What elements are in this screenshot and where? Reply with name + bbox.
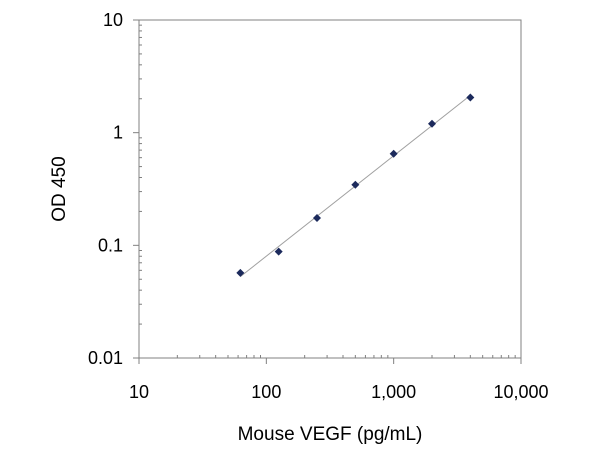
x-tick-label: 100: [251, 382, 281, 402]
data-point-marker: [351, 180, 360, 189]
data-point-marker: [389, 149, 398, 158]
major-ticks: [133, 19, 522, 364]
y-tick-label: 10: [103, 10, 123, 30]
y-axis-label: OD 450: [49, 156, 70, 221]
data-point-marker: [313, 213, 322, 222]
y-tick-label: 0.01: [88, 348, 123, 368]
minor-ticks: [139, 24, 516, 358]
plot-area-frame: [138, 19, 522, 359]
x-axis-label: Mouse VEGF (pg/mL): [238, 424, 423, 445]
x-tick-label: 10,000: [493, 382, 548, 402]
x-tick-label: 10: [129, 382, 149, 402]
y-tick-label: 1: [113, 123, 123, 143]
data-point-marker: [466, 93, 475, 102]
tick-labels: 10 100 1,000 10,000 10 1 0.1 0.01: [88, 10, 549, 402]
y-tick-label: 0.1: [98, 235, 123, 255]
x-tick-label: 1,000: [371, 382, 416, 402]
data-point-marker: [236, 268, 245, 277]
data-point-marker: [274, 247, 283, 256]
data-point-marker: [427, 119, 436, 128]
data-points: [236, 93, 475, 277]
